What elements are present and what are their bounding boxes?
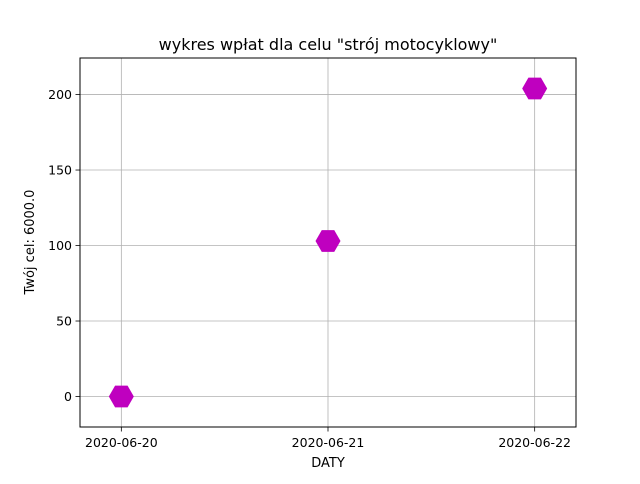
y-axis-label: Twój cel: 6000.0 [23, 190, 38, 296]
x-axis-label: DATY [311, 456, 345, 471]
y-tick-label: 50 [56, 314, 72, 329]
y-tick-label: 0 [64, 389, 72, 404]
x-tick-label: 2020-06-20 [85, 435, 158, 450]
y-tick-label: 150 [48, 163, 72, 178]
data-point-marker [522, 77, 548, 100]
x-tick-label: 2020-06-21 [292, 435, 365, 450]
data-point-marker [315, 230, 341, 252]
data-point-marker [108, 385, 134, 408]
y-tick-label: 100 [48, 238, 72, 253]
chart-title: wykres wpłat dla celu "strój motocyklowy… [159, 35, 498, 54]
x-axis-ticks: 2020-06-20 2020-06-21 2020-06-22 [85, 427, 571, 450]
y-axis-ticks: 0 50 100 150 200 [48, 87, 80, 404]
x-tick-label: 2020-06-22 [498, 435, 571, 450]
y-tick-label: 200 [48, 87, 72, 102]
data-points [108, 77, 548, 408]
